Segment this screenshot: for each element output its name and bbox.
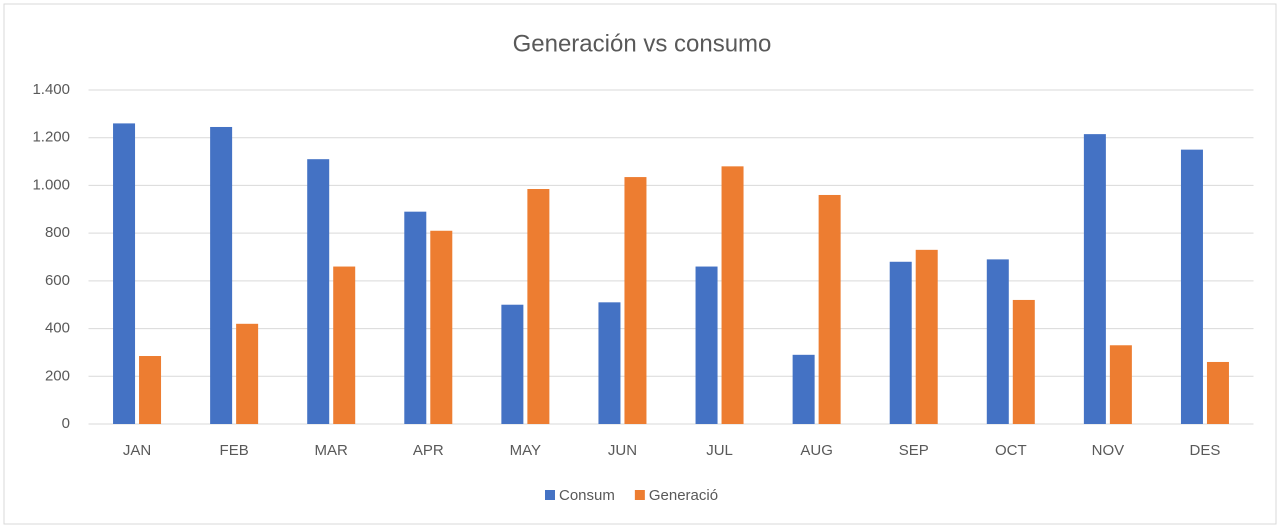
y-tick-label: 1.000 (32, 176, 70, 193)
bar (333, 266, 356, 424)
bar (1180, 149, 1203, 424)
bar (527, 189, 550, 424)
x-tick-label: MAR (315, 442, 349, 459)
y-tick-label: 400 (45, 320, 70, 337)
legend-swatch (545, 490, 555, 500)
x-tick-label: JAN (123, 442, 151, 459)
bar (915, 249, 938, 424)
legend-swatch (634, 490, 645, 500)
legend-label: Consum (559, 487, 615, 504)
bar (889, 261, 912, 424)
x-tick-label: OCT (995, 442, 1027, 459)
bar (1206, 361, 1229, 424)
bar (721, 166, 744, 425)
x-tick-label: DES (1190, 442, 1221, 459)
bar (1012, 299, 1035, 424)
bar (818, 194, 841, 424)
bar (792, 354, 815, 424)
x-tick-label: FEB (220, 442, 249, 459)
bar (307, 159, 330, 424)
y-tick-label: 600 (45, 272, 70, 289)
y-tick-label: 0 (62, 415, 70, 432)
bar (404, 211, 427, 424)
bar (1083, 134, 1106, 424)
x-tick-label: MAY (510, 442, 541, 459)
x-tick-label: AUG (800, 442, 833, 459)
bar (624, 177, 647, 424)
y-tick-label: 200 (45, 367, 70, 384)
bar (236, 323, 259, 424)
y-tick-label: 1.200 (32, 129, 70, 146)
bar (113, 123, 136, 425)
bar (598, 302, 621, 424)
bar (139, 356, 162, 424)
x-tick-label: APR (413, 442, 444, 459)
bar (430, 230, 453, 424)
x-tick-label: JUN (608, 442, 637, 459)
bar (986, 259, 1009, 424)
bar (210, 126, 233, 424)
x-tick-label: NOV (1092, 442, 1125, 459)
bar (695, 266, 718, 424)
x-tick-label: SEP (899, 442, 929, 459)
y-tick-label: 800 (45, 224, 70, 241)
chart-title: Generación vs consumo (513, 30, 772, 57)
legend-label: Generació (649, 487, 718, 504)
bar (1109, 345, 1132, 424)
bar (501, 304, 524, 424)
x-tick-label: JUL (706, 442, 733, 459)
y-tick-label: 1.400 (32, 81, 70, 98)
